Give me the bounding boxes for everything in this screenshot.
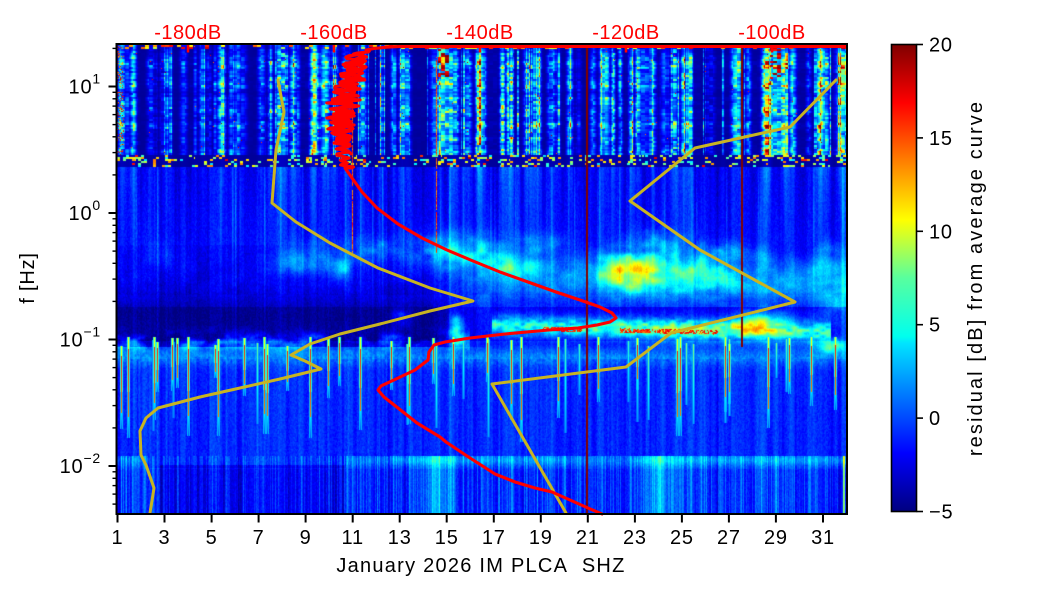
svg-text:5: 5 (929, 315, 941, 337)
svg-text:f [Hz]: f [Hz] (17, 252, 39, 303)
svg-text:9: 9 (300, 527, 312, 549)
svg-text:100: 100 (69, 197, 101, 225)
svg-text:-180dB: -180dB (154, 22, 222, 44)
svg-text:13: 13 (388, 527, 412, 549)
svg-text:15: 15 (435, 527, 459, 549)
svg-text:residual [dB] from average cur: residual [dB] from average curve (965, 100, 987, 456)
svg-text:-120dB: -120dB (592, 22, 660, 44)
svg-text:-160dB: -160dB (300, 22, 368, 44)
svg-text:0: 0 (929, 408, 941, 430)
svg-text:21: 21 (576, 527, 600, 549)
svg-text:-100dB: -100dB (738, 22, 806, 44)
svg-text:10−1: 10−1 (60, 324, 101, 352)
svg-text:19: 19 (529, 527, 553, 549)
svg-text:31: 31 (811, 527, 835, 549)
svg-text:25: 25 (670, 527, 694, 549)
svg-text:20: 20 (929, 35, 953, 57)
svg-text:23: 23 (623, 527, 647, 549)
svg-text:1: 1 (112, 527, 124, 549)
svg-text:-140dB: -140dB (446, 22, 514, 44)
svg-text:101: 101 (69, 71, 101, 99)
svg-text:11: 11 (342, 527, 364, 549)
svg-text:7: 7 (253, 527, 265, 549)
svg-text:17: 17 (482, 527, 506, 549)
svg-text:15: 15 (929, 128, 953, 150)
svg-text:January 2026 IM PLCA SHZ: January 2026 IM PLCA SHZ (336, 555, 625, 577)
svg-text:5: 5 (206, 527, 218, 549)
svg-text:−5: −5 (929, 502, 953, 524)
svg-text:10−2: 10−2 (60, 450, 101, 478)
svg-text:3: 3 (159, 527, 171, 549)
svg-text:10: 10 (929, 221, 953, 243)
svg-text:27: 27 (717, 527, 741, 549)
svg-text:29: 29 (764, 527, 788, 549)
